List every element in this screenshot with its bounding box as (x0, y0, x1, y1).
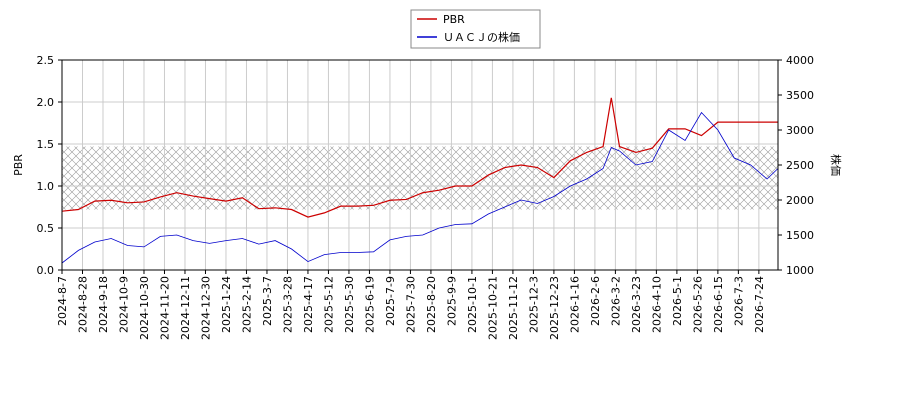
y2-axis-label: 株価 (829, 154, 843, 176)
x-tick-label: 2024-8-28 (76, 276, 89, 333)
legend-label: ＵＡＣＪの株価 (443, 30, 520, 44)
x-tick-label: 2025-4-17 (302, 276, 315, 333)
x-tick-label: 2024-12-30 (199, 276, 212, 340)
y-tick-label: 2.0 (37, 96, 55, 109)
x-tick-label: 2026-6-15 (712, 276, 725, 333)
x-tick-label: 2024-8-7 (56, 276, 69, 326)
x-tick-label: 2026-2-6 (589, 276, 602, 326)
series-line (61, 111, 779, 264)
x-tick-label: 2025-6-19 (363, 276, 376, 333)
y2-tick-label: 4000 (786, 54, 814, 67)
x-tick-label: 2026-3-2 (609, 276, 622, 326)
y-tick-label: 1.0 (37, 180, 55, 193)
y2-tick-label: 1000 (786, 264, 814, 277)
x-tick-label: 2025-5-30 (343, 276, 356, 333)
x-tick-label: 2025-10-1 (466, 276, 479, 333)
x-tick-label: 2026-1-16 (568, 276, 581, 333)
x-tick-label: 2025-3-7 (261, 276, 274, 326)
x-tick-label: 2025-11-12 (507, 276, 520, 340)
y2-tick-label: 2500 (786, 159, 814, 172)
y2-tick-label: 2000 (786, 194, 814, 207)
x-tick-label: 2025-9-9 (445, 276, 458, 326)
x-tick-label: 2024-10-30 (138, 276, 151, 340)
x-tick-label: 2024-9-18 (97, 276, 110, 333)
x-tick-label: 2025-7-9 (384, 276, 397, 326)
x-tick-label: 2025-8-20 (425, 276, 438, 333)
x-tick-label: 2026-4-10 (650, 276, 663, 333)
series-line (61, 97, 778, 218)
x-tick-label: 2025-12-23 (548, 276, 561, 340)
x-tick-label: 2026-7-3 (732, 276, 745, 326)
x-tick-label: 2026-3-23 (630, 276, 643, 333)
y-tick-label: 0.5 (37, 222, 55, 235)
x-tick-label: 2026-5-26 (691, 276, 704, 333)
x-tick-label: 2025-12-3 (527, 276, 540, 333)
y-tick-label: 0.0 (37, 264, 55, 277)
x-tick-label: 2026-7-24 (753, 276, 766, 333)
x-tick-label: 2026-5-1 (671, 276, 684, 326)
legend-label: PBR (443, 13, 465, 26)
y2-tick-label: 3000 (786, 124, 814, 137)
y-tick-label: 1.5 (37, 138, 55, 151)
x-tick-label: 2025-3-28 (281, 276, 294, 333)
x-tick-label: 2024-12-11 (179, 276, 192, 340)
y-tick-label: 2.5 (37, 54, 55, 67)
x-tick-label: 2024-10-9 (117, 276, 130, 333)
y2-tick-label: 3500 (786, 89, 814, 102)
shaded-band (62, 146, 778, 210)
x-tick-label: 2025-10-21 (486, 276, 499, 340)
x-tick-label: 2025-5-12 (322, 276, 335, 333)
legend-box (410, 9, 541, 49)
x-tick-label: 2025-7-30 (404, 276, 417, 333)
x-tick-label: 2024-11-20 (158, 276, 171, 340)
x-tick-label: 2025-2-14 (240, 276, 253, 333)
x-tick-label: 2025-1-24 (220, 276, 233, 333)
y2-tick-label: 1500 (786, 229, 814, 242)
y-axis-label: PBR (12, 154, 25, 176)
